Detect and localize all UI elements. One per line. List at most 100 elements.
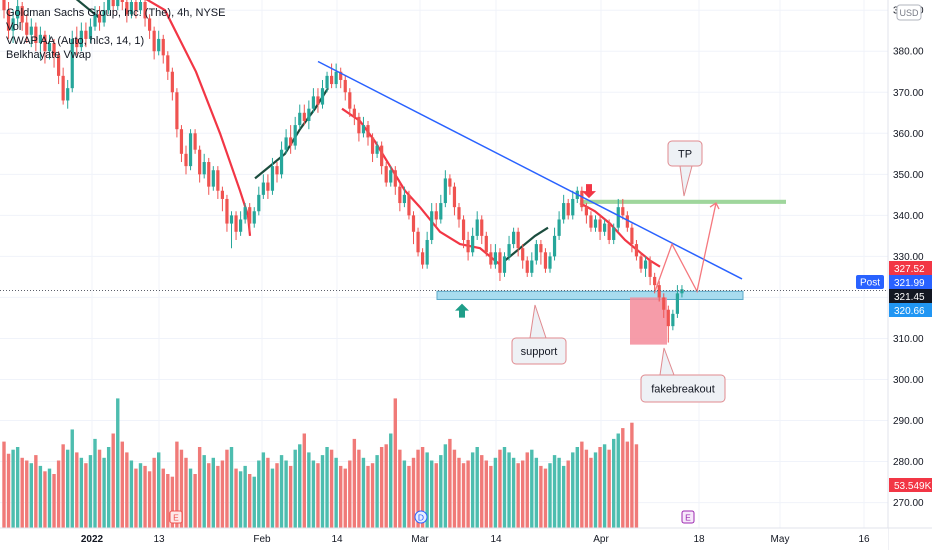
support-zone[interactable] — [436, 290, 744, 300]
tp-callout-pointer — [679, 165, 693, 197]
volume-bar-98 — [448, 438, 452, 528]
volume-bar-40 — [184, 457, 188, 528]
candle-body-80 — [366, 125, 370, 138]
volume-bar-120 — [548, 463, 552, 528]
time-axis[interactable]: 2022 13 Feb 14 Mar 14 Apr 18 May 16 — [0, 527, 932, 550]
x-tick-7: 18 — [693, 534, 705, 545]
candle-body-76 — [348, 92, 352, 109]
support-callout[interactable]: support — [511, 304, 567, 365]
volume-bar-33 — [152, 457, 156, 528]
volume-bar-65 — [298, 444, 302, 528]
tp-zone[interactable] — [580, 199, 786, 204]
legend-symbol: Goldman Sachs Group, Inc. (The), 4h, NYS… — [6, 7, 226, 19]
volume-bar-31 — [143, 465, 147, 528]
x-tick-5: 14 — [490, 534, 502, 545]
candle-body-82 — [375, 145, 379, 154]
volume-bar-34 — [157, 452, 161, 528]
volume-bar-28 — [129, 460, 134, 528]
candle-body-36 — [166, 55, 170, 72]
volume-bar-41 — [188, 468, 193, 528]
volume-bar-37 — [170, 476, 175, 528]
candle-body-4 — [20, 6, 24, 23]
volume-bar-2 — [11, 449, 15, 528]
candle-body-133 — [607, 223, 611, 240]
volume-bar-60 — [275, 463, 279, 528]
volume-bar-118 — [539, 465, 543, 528]
volume-bar-52 — [238, 471, 243, 528]
projection-path — [654, 202, 717, 294]
volume-bar-100 — [457, 457, 461, 528]
candle-body-72 — [330, 75, 334, 85]
volume-bar-134 — [612, 438, 616, 528]
volume-bar-81 — [370, 463, 375, 528]
volume-bar-25 — [116, 398, 120, 528]
candle-body-52 — [239, 219, 243, 232]
candle-body-57 — [261, 182, 265, 195]
volume-bar-54 — [248, 474, 252, 528]
candle-body-12 — [57, 55, 61, 76]
price-tag-dark: 321.45 — [889, 289, 932, 303]
fake-callout[interactable]: fakebreakout — [640, 347, 726, 403]
candle-body-29 — [134, 2, 138, 11]
volume-bar-64 — [293, 449, 297, 528]
candle-body-41 — [188, 133, 193, 167]
price-tag-red: 327.52 — [889, 261, 932, 275]
volume-bar-35 — [161, 468, 165, 528]
candle-body-15 — [70, 38, 74, 89]
volume-bar-1 — [6, 453, 11, 528]
candle-body-18 — [84, 30, 88, 39]
candle-body-87 — [398, 186, 402, 204]
candle-body-110 — [502, 256, 507, 273]
volume-bar-108 — [493, 457, 498, 528]
candle-body-117 — [534, 244, 538, 261]
support-callout-box — [511, 337, 567, 365]
y-tick-7: 340.00 — [893, 211, 924, 222]
candle-body-95 — [434, 211, 438, 220]
trendline[interactable] — [317, 60, 743, 280]
event-badge-2[interactable]: E — [681, 510, 695, 524]
candle-body-62 — [284, 137, 288, 150]
volume-bar-122 — [557, 457, 561, 528]
candle-body-49 — [225, 198, 229, 224]
volume-bar-88 — [402, 460, 407, 528]
volume-bar-85 — [389, 433, 393, 528]
candle-body-136 — [621, 207, 625, 216]
candle-body-132 — [603, 223, 607, 232]
candle-body-5 — [25, 22, 29, 35]
y-tick-9: 360.00 — [893, 129, 924, 140]
volume-bar-10 — [47, 468, 52, 528]
volume-bar-82 — [375, 455, 379, 528]
volume-bar-43 — [197, 447, 202, 528]
fake-breakout-box[interactable] — [630, 297, 667, 345]
candle-body-35 — [161, 38, 165, 56]
volume-bar-26 — [120, 441, 124, 528]
candle-body-8 — [38, 34, 42, 44]
volume-bar-61 — [279, 455, 284, 528]
volume-bar-112 — [511, 457, 516, 528]
volume-bar-80 — [366, 465, 370, 528]
event-badge-0[interactable]: E — [169, 510, 183, 524]
volume-bar-24 — [111, 433, 115, 528]
volume-bar-121 — [552, 455, 557, 528]
candle-body-83 — [380, 145, 384, 167]
x-tick-1: 13 — [153, 534, 165, 545]
y-tick-6: 330.00 — [893, 252, 924, 263]
volume-bar-5 — [25, 460, 29, 528]
price-tag-volume: 53.549K — [889, 478, 932, 492]
candle-body-85 — [389, 170, 393, 183]
event-badge-1[interactable]: D — [414, 510, 428, 524]
volume-bar-55 — [252, 476, 256, 528]
candle-body-9 — [43, 34, 47, 52]
tp-callout[interactable]: TP — [667, 140, 703, 197]
candles — [2, 0, 684, 343]
volume-bar-133 — [607, 449, 611, 528]
fake-callout-box — [640, 374, 726, 403]
candle-body-144 — [657, 285, 661, 298]
currency-badge[interactable]: USD — [896, 4, 922, 21]
legend: Goldman Sachs Group, Inc. (The), 4h, NYS… — [6, 6, 225, 62]
price-tag-volume-box — [889, 478, 932, 492]
up-arrow-marker — [455, 303, 469, 318]
volume-bar-103 — [470, 452, 475, 528]
